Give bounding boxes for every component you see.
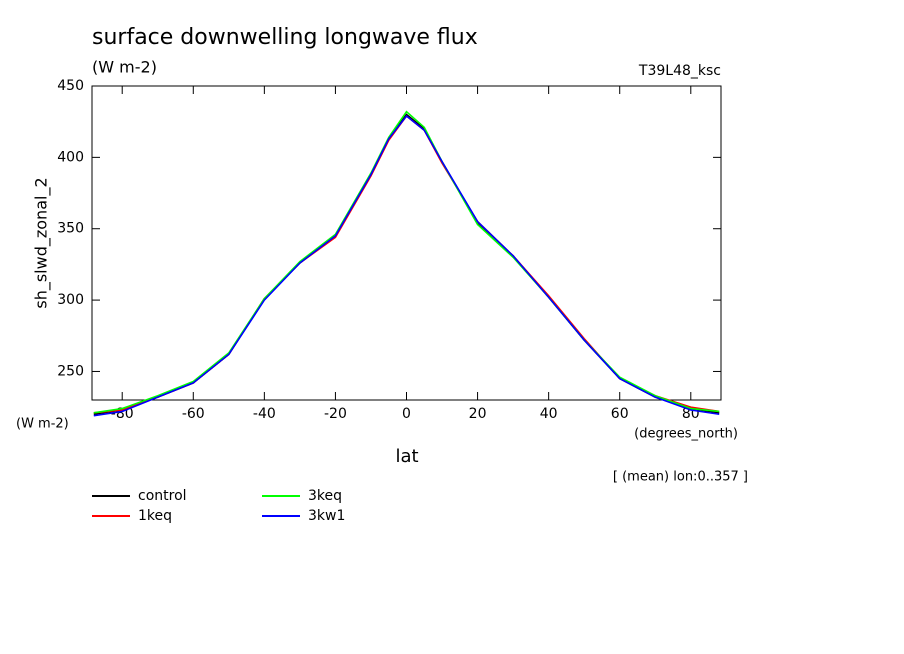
y-units-label: (W m-2): [16, 417, 69, 432]
x-tick-label: -20: [324, 406, 347, 422]
y-tick-label: 350: [57, 221, 84, 237]
series-line: [93, 114, 720, 417]
x-tick-label: -60: [182, 406, 205, 422]
x-units-label: (degrees_north): [634, 427, 738, 442]
legend-label: 3keq: [308, 488, 342, 504]
series-line: [93, 114, 720, 414]
units-label: (W m-2): [92, 58, 157, 77]
x-tick-label: -40: [253, 406, 276, 422]
y-tick-label: 400: [57, 149, 84, 165]
plot-frame: [91, 85, 722, 401]
chart-title: surface downwelling longwave flux: [92, 25, 478, 50]
x-tick-label: 40: [540, 406, 558, 422]
y-tick-label: 300: [57, 292, 84, 308]
y-axis-label: sh_slwd_zonal_2: [32, 177, 52, 308]
legend-label: 1keq: [138, 508, 172, 524]
series-line: [93, 110, 720, 414]
annotation: T39L48_ksc: [638, 63, 721, 79]
x-tick-label: 60: [611, 406, 629, 422]
y-tick-label: 250: [57, 363, 84, 379]
x-tick-label: 20: [469, 406, 487, 422]
annotation: [ (mean) lon:0..357 ]: [613, 470, 748, 485]
y-tick-label: 450: [57, 78, 84, 94]
series-line: [93, 113, 720, 416]
legend-label: 3kw1: [308, 508, 345, 524]
x-tick-label: 0: [402, 406, 411, 422]
x-axis-label: lat: [395, 446, 418, 467]
legend-label: control: [138, 488, 187, 504]
